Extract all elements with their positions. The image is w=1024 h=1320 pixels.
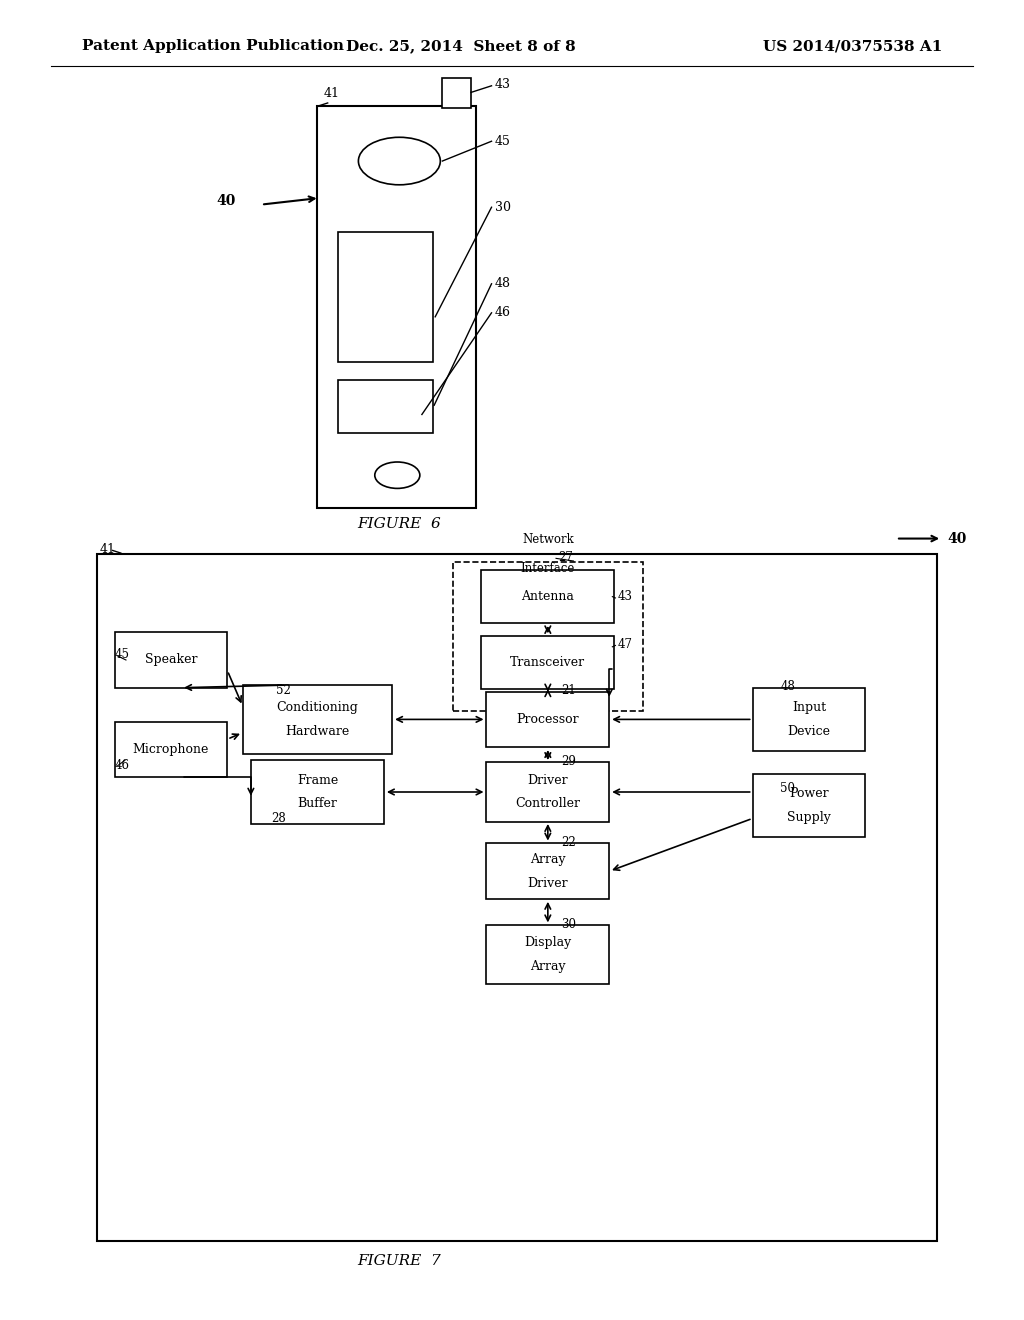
Text: 46: 46: [115, 759, 130, 772]
Ellipse shape: [375, 462, 420, 488]
FancyBboxPatch shape: [486, 843, 609, 899]
Text: 29: 29: [561, 755, 577, 768]
FancyBboxPatch shape: [481, 636, 614, 689]
Text: Buffer: Buffer: [298, 797, 337, 810]
FancyBboxPatch shape: [244, 685, 391, 754]
Text: Device: Device: [787, 725, 830, 738]
Text: 45: 45: [115, 648, 130, 661]
Text: 40: 40: [216, 194, 236, 207]
Text: Antenna: Antenna: [521, 590, 574, 603]
Text: Patent Application Publication: Patent Application Publication: [82, 40, 344, 53]
Text: Input: Input: [792, 701, 826, 714]
Text: 43: 43: [617, 590, 633, 603]
Text: Array: Array: [530, 853, 565, 866]
FancyBboxPatch shape: [115, 722, 227, 777]
Text: 27: 27: [558, 550, 573, 564]
Text: Network: Network: [522, 533, 573, 546]
Text: Supply: Supply: [787, 810, 830, 824]
Bar: [97, 554, 937, 1241]
FancyBboxPatch shape: [251, 760, 384, 824]
Text: 21: 21: [561, 684, 575, 697]
Text: Power: Power: [790, 787, 828, 800]
Text: 30: 30: [561, 917, 577, 931]
Text: 45: 45: [495, 135, 511, 148]
Text: Microphone: Microphone: [133, 743, 209, 756]
Bar: [338, 380, 433, 433]
Text: 46: 46: [495, 306, 511, 319]
Bar: [338, 232, 433, 362]
Text: 52: 52: [276, 684, 292, 697]
Text: 22: 22: [561, 836, 575, 849]
Text: 28: 28: [271, 812, 286, 825]
Text: Transceiver: Transceiver: [510, 656, 586, 669]
Bar: [442, 78, 471, 108]
Text: 50: 50: [780, 781, 796, 795]
Text: FIGURE  7: FIGURE 7: [357, 1254, 441, 1267]
Text: Interface: Interface: [520, 562, 575, 574]
FancyBboxPatch shape: [486, 692, 609, 747]
Text: Driver: Driver: [527, 876, 568, 890]
Text: 41: 41: [324, 87, 340, 100]
Text: US 2014/0375538 A1: US 2014/0375538 A1: [763, 40, 942, 53]
Text: 43: 43: [495, 78, 511, 91]
Text: Conditioning: Conditioning: [276, 701, 358, 714]
Text: Controller: Controller: [515, 797, 581, 810]
Text: Display: Display: [524, 936, 571, 949]
FancyBboxPatch shape: [753, 774, 865, 837]
Text: 48: 48: [495, 277, 511, 290]
FancyBboxPatch shape: [753, 688, 865, 751]
FancyBboxPatch shape: [115, 632, 227, 688]
Text: 48: 48: [780, 680, 796, 693]
FancyBboxPatch shape: [317, 106, 476, 508]
Text: FIGURE  6: FIGURE 6: [357, 517, 441, 531]
Text: Hardware: Hardware: [286, 725, 349, 738]
Text: Dec. 25, 2014  Sheet 8 of 8: Dec. 25, 2014 Sheet 8 of 8: [346, 40, 575, 53]
FancyBboxPatch shape: [486, 763, 609, 821]
Text: 30: 30: [495, 201, 511, 214]
Ellipse shape: [358, 137, 440, 185]
Text: Processor: Processor: [516, 713, 580, 726]
FancyBboxPatch shape: [481, 570, 614, 623]
Text: 47: 47: [617, 638, 633, 651]
Text: Array: Array: [530, 960, 565, 973]
Text: 40: 40: [947, 532, 967, 545]
Text: Driver: Driver: [527, 774, 568, 787]
FancyBboxPatch shape: [453, 562, 643, 710]
Text: Frame: Frame: [297, 774, 338, 787]
Text: Speaker: Speaker: [144, 653, 198, 667]
Text: 41: 41: [99, 543, 116, 556]
FancyBboxPatch shape: [486, 924, 609, 985]
